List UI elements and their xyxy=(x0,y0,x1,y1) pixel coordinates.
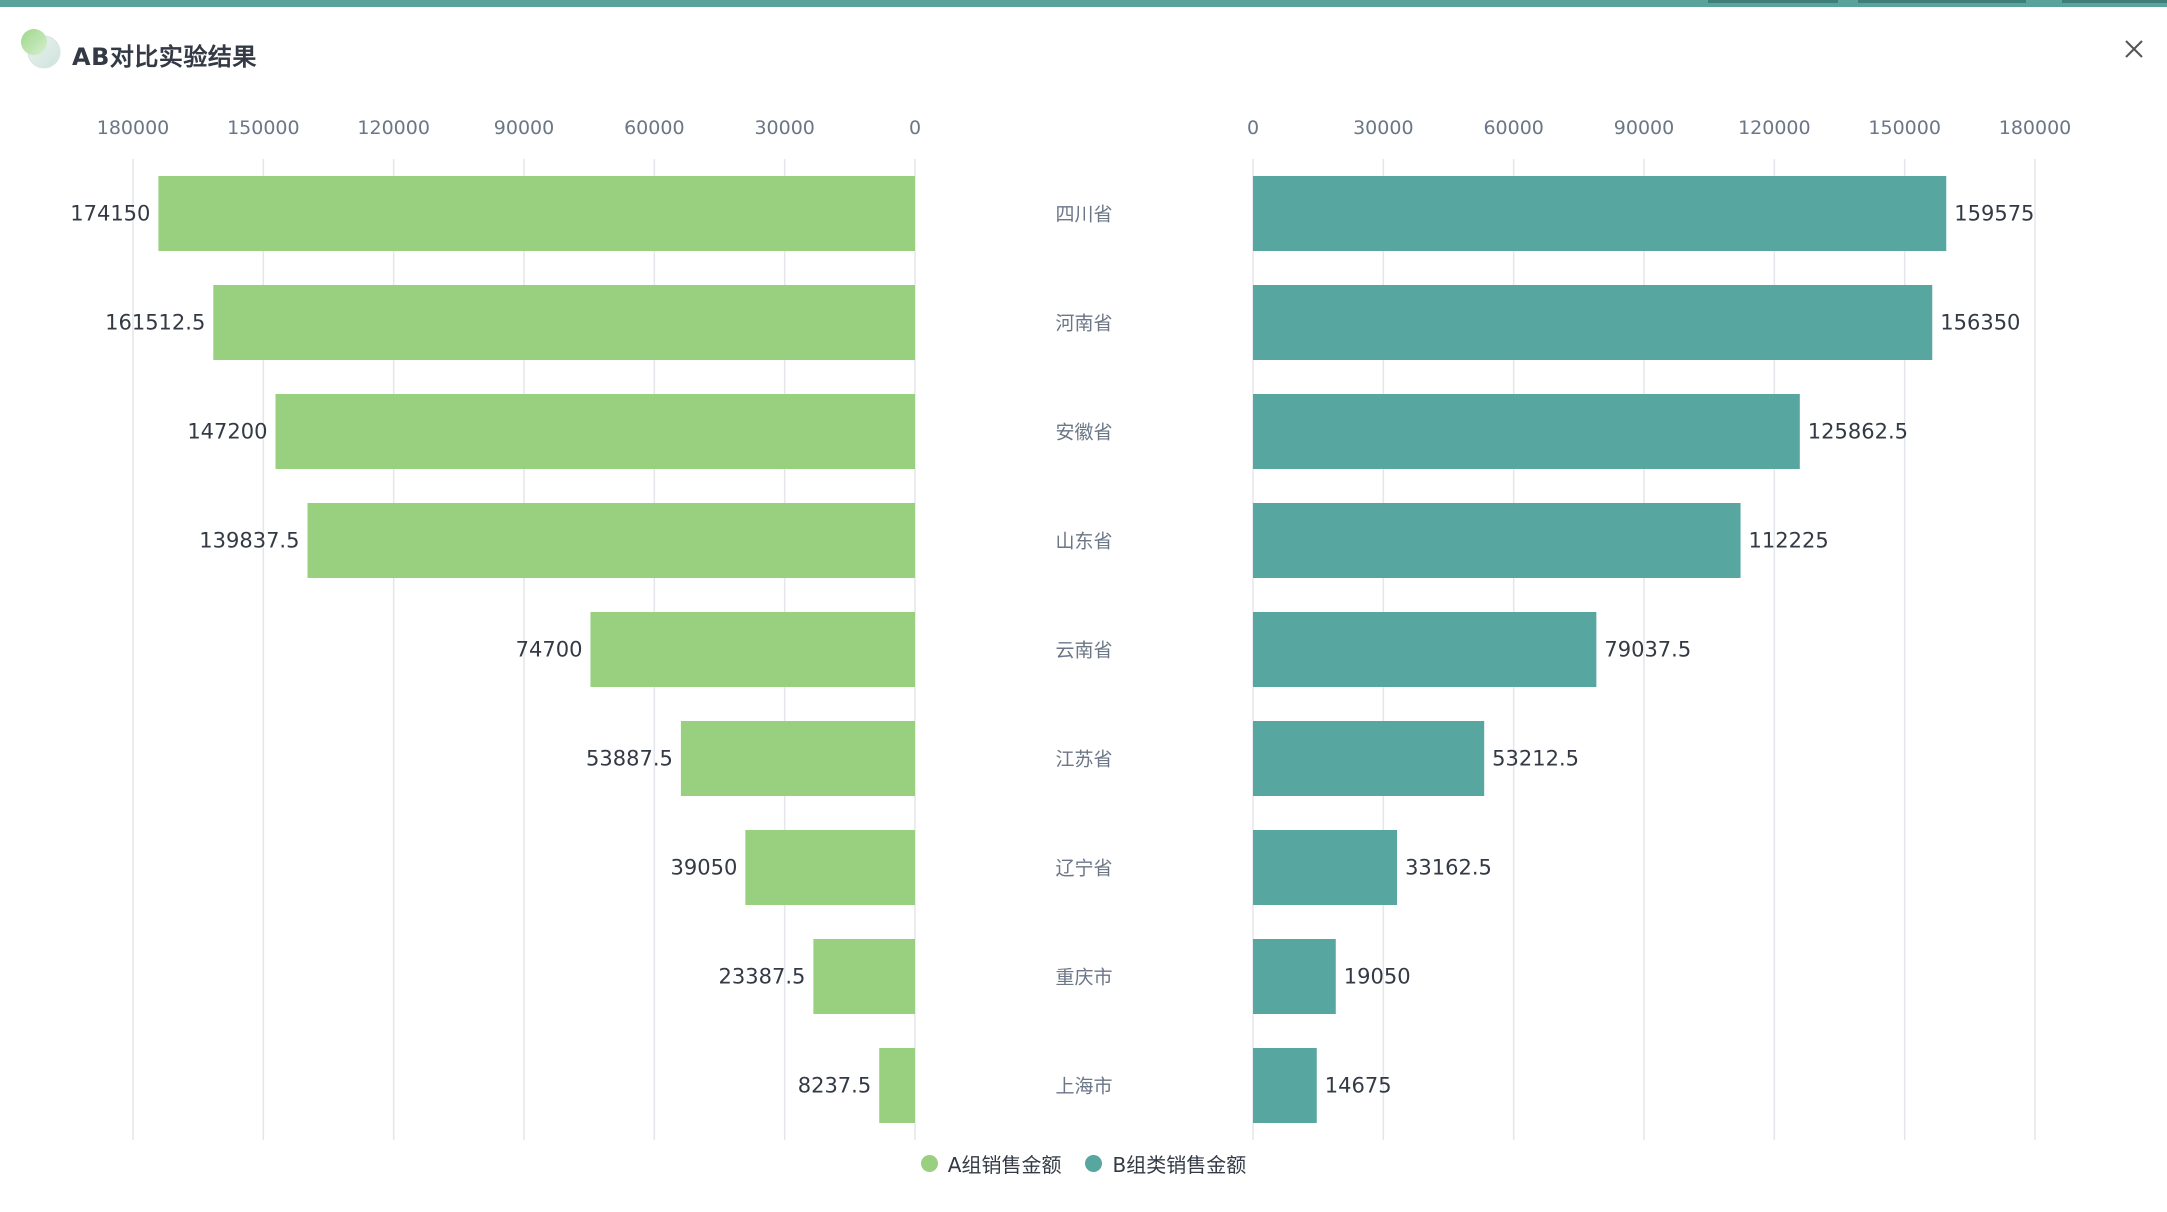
legend-label: B组类销售金额 xyxy=(1112,1152,1247,1177)
x-tick-label: 150000 xyxy=(227,117,300,139)
close-icon[interactable] xyxy=(2118,33,2150,65)
bar-series-b[interactable] xyxy=(1253,830,1398,905)
legend-label: A组销售金额 xyxy=(947,1152,1062,1177)
data-label: 14675 xyxy=(1325,1074,1392,1098)
bar-series-a[interactable] xyxy=(213,285,915,360)
bar-series-a[interactable] xyxy=(879,1048,915,1123)
bar-series-b[interactable] xyxy=(1253,285,1933,360)
series-b-bars xyxy=(1253,176,1947,1123)
bar-series-b[interactable] xyxy=(1253,612,1597,687)
bar-series-b[interactable] xyxy=(1253,394,1800,469)
category-label: 云南省 xyxy=(1055,640,1112,662)
category-label: 安徽省 xyxy=(1055,422,1112,444)
legend-item-series-b[interactable]: B组类销售金额 xyxy=(1085,1149,1246,1178)
data-label: 156350 xyxy=(1940,311,2020,335)
data-label: 147200 xyxy=(187,420,267,444)
data-label: 112225 xyxy=(1749,529,1829,553)
legend-dot-icon xyxy=(920,1154,938,1172)
top-accent-bar xyxy=(0,0,2167,7)
series-b-value-labels: 159575 156350 125862.5 112225 79037.5 53212.5… xyxy=(1325,202,2035,1098)
series-a-value-labels: 174150 161512.5 147200 139837.5 74700 53887.5… xyxy=(70,202,871,1098)
data-label: 53212.5 xyxy=(1492,747,1579,771)
x-tick-label: 30000 xyxy=(754,117,814,139)
category-label: 江苏省 xyxy=(1055,749,1112,771)
data-label: 79037.5 xyxy=(1604,638,1691,662)
category-label: 上海市 xyxy=(1055,1076,1112,1098)
bar-series-a[interactable] xyxy=(590,612,915,687)
x-tick-label: 180000 xyxy=(1999,117,2072,139)
series-a-bars xyxy=(158,176,916,1123)
category-label: 重庆市 xyxy=(1055,967,1112,989)
data-label: 8237.5 xyxy=(798,1074,871,1098)
x-tick-label: 90000 xyxy=(1614,117,1674,139)
bar-series-b[interactable] xyxy=(1253,939,1336,1014)
bar-series-a[interactable] xyxy=(158,176,916,251)
top-tab-indicator xyxy=(1708,0,1838,3)
x-tick-label: 120000 xyxy=(357,117,430,139)
category-label: 山东省 xyxy=(1055,531,1112,553)
logo-icon xyxy=(21,29,61,69)
x-tick-label: 120000 xyxy=(1738,117,1811,139)
x-tick-label: 180000 xyxy=(97,117,170,139)
bar-series-b[interactable] xyxy=(1253,721,1485,796)
bar-series-a[interactable] xyxy=(680,721,915,796)
data-label: 161512.5 xyxy=(105,311,205,335)
bar-series-a[interactable] xyxy=(307,503,915,578)
data-label: 159575 xyxy=(1954,202,2034,226)
legend-item-series-a[interactable]: A组销售金额 xyxy=(920,1149,1062,1178)
bar-series-a[interactable] xyxy=(813,939,915,1014)
data-label: 139837.5 xyxy=(199,529,299,553)
top-tab-indicator xyxy=(1858,0,2026,3)
right-axis-ticks: 0 30000 60000 90000 120000 150000 180000 xyxy=(1247,117,2071,139)
page-title: AB对比实验结果 xyxy=(72,43,257,71)
data-label: 23387.5 xyxy=(719,965,806,989)
category-label: 辽宁省 xyxy=(1055,858,1112,880)
data-label: 19050 xyxy=(1344,965,1411,989)
data-label: 53887.5 xyxy=(586,747,673,771)
data-label: 125862.5 xyxy=(1808,420,1908,444)
x-tick-label: 90000 xyxy=(494,117,554,139)
x-tick-label: 60000 xyxy=(624,117,684,139)
x-tick-label: 30000 xyxy=(1353,117,1413,139)
data-label: 39050 xyxy=(671,856,738,880)
left-axis-ticks: 0 30000 60000 90000 120000 150000 180000 xyxy=(97,117,921,139)
category-label: 四川省 xyxy=(1055,204,1112,226)
legend-dot-icon xyxy=(1085,1154,1103,1172)
x-tick-label: 60000 xyxy=(1483,117,1543,139)
data-label: 33162.5 xyxy=(1405,856,1492,880)
x-tick-label: 0 xyxy=(909,117,921,139)
butterfly-bar-chart: 0 30000 60000 90000 120000 150000 180000 0 3000… xyxy=(70,117,2071,1140)
bar-series-a[interactable] xyxy=(275,394,915,469)
x-tick-label: 0 xyxy=(1247,117,1259,139)
data-label: 174150 xyxy=(70,202,150,226)
bar-series-b[interactable] xyxy=(1253,503,1741,578)
bar-series-b[interactable] xyxy=(1253,1048,1317,1123)
bar-series-a[interactable] xyxy=(745,830,915,905)
bar-series-b[interactable] xyxy=(1253,176,1947,251)
dialog-header: AB对比实验结果 xyxy=(0,7,2167,87)
category-label: 河南省 xyxy=(1055,313,1112,335)
data-label: 74700 xyxy=(516,638,583,662)
chart-legend: A组销售金额 B组类销售金额 xyxy=(0,1148,2167,1178)
top-tab-indicator xyxy=(2062,0,2167,3)
x-tick-label: 150000 xyxy=(1868,117,1941,139)
